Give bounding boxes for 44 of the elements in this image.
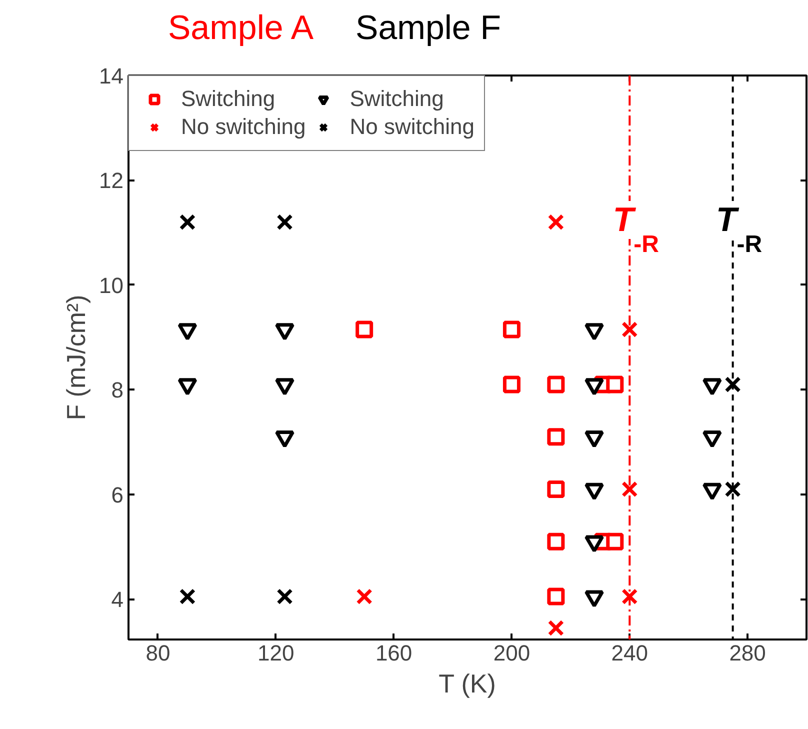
y-tick-label: 4 bbox=[111, 587, 124, 612]
legend-label: No switching bbox=[181, 114, 306, 140]
point bbox=[606, 376, 624, 394]
ref-line-label: T-R bbox=[612, 201, 659, 258]
point bbox=[622, 588, 638, 605]
x-tick-label: 240 bbox=[611, 640, 648, 666]
point bbox=[622, 321, 638, 338]
point bbox=[502, 320, 520, 338]
point bbox=[179, 588, 196, 605]
annotation: Sample F bbox=[356, 9, 502, 47]
annotation: Sample A bbox=[168, 9, 314, 47]
x-tick-label: 80 bbox=[146, 640, 170, 666]
point bbox=[547, 376, 565, 394]
point bbox=[547, 588, 565, 606]
point bbox=[547, 480, 565, 498]
point bbox=[356, 320, 374, 338]
x-tick-label: 120 bbox=[258, 640, 294, 666]
point bbox=[356, 588, 372, 605]
y-tick-label: 8 bbox=[111, 378, 124, 403]
point bbox=[724, 376, 741, 393]
ref-line-label: T-R bbox=[716, 201, 762, 258]
legend-label: No switching bbox=[350, 114, 474, 140]
y-tick-label: 6 bbox=[111, 482, 124, 508]
y-tick-label: 12 bbox=[99, 168, 124, 194]
point bbox=[502, 376, 520, 394]
point bbox=[547, 532, 565, 550]
y-tick-label: 14 bbox=[99, 64, 124, 88]
point bbox=[276, 588, 293, 605]
point bbox=[548, 214, 564, 230]
y-axis-title: F (mJ/cm²) bbox=[61, 294, 92, 420]
y-tick-label: 10 bbox=[99, 272, 124, 298]
point bbox=[606, 532, 624, 550]
point bbox=[622, 481, 638, 498]
x-axis-title: T (K) bbox=[438, 668, 496, 698]
legend-label: Switching bbox=[350, 86, 444, 112]
point bbox=[179, 214, 196, 230]
point bbox=[276, 214, 293, 230]
x-tick-label: 200 bbox=[493, 640, 530, 666]
legend-label: Switching bbox=[181, 86, 276, 112]
point bbox=[547, 428, 565, 446]
point bbox=[724, 481, 741, 498]
x-tick-label: 160 bbox=[375, 640, 412, 666]
point bbox=[548, 620, 564, 636]
x-tick-label: 280 bbox=[729, 640, 766, 666]
